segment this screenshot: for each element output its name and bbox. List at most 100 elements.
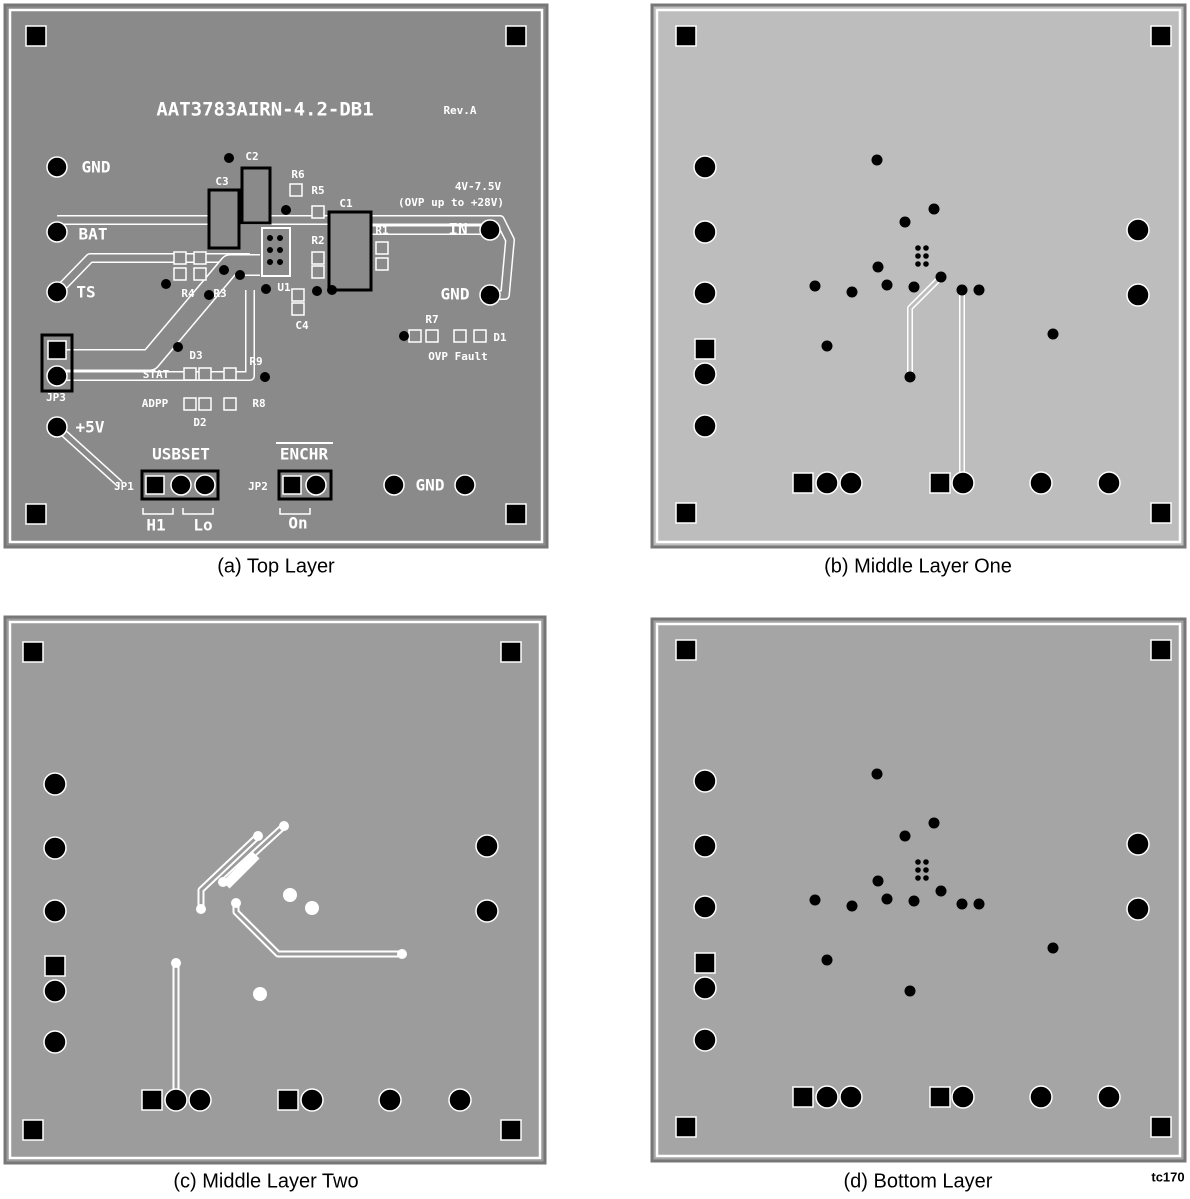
via <box>872 261 884 273</box>
pad-round <box>1126 832 1150 856</box>
via <box>923 859 929 865</box>
pad-square <box>145 475 165 495</box>
pad-square <box>694 952 716 974</box>
silk-label: R2 <box>311 234 324 247</box>
pad-round <box>475 899 499 923</box>
via <box>277 235 283 241</box>
silk-label: U1 <box>277 281 291 294</box>
via <box>253 831 263 841</box>
pad-round <box>693 895 717 919</box>
pad-square <box>1150 1116 1172 1138</box>
pad-square <box>694 338 716 360</box>
silk-label: On <box>288 514 307 533</box>
board-edge <box>655 622 1182 1158</box>
board-title: AAT3783AIRN-4.2-DB1 <box>156 99 373 121</box>
via <box>928 203 940 215</box>
smd-pad <box>173 267 187 281</box>
pad-round <box>43 1030 67 1054</box>
via <box>327 285 337 295</box>
pad-round <box>951 471 975 495</box>
pad-round <box>693 976 717 1000</box>
board-edge <box>8 8 544 544</box>
pad-round <box>46 365 68 387</box>
pad-round <box>693 220 717 244</box>
via <box>809 280 821 292</box>
pad-round <box>454 474 476 496</box>
pad-round <box>815 1085 839 1109</box>
pad-round <box>1097 1085 1121 1109</box>
via <box>923 875 929 881</box>
smd-pad <box>473 329 487 343</box>
via <box>915 867 921 873</box>
silk-label: D2 <box>193 416 206 429</box>
via <box>899 216 911 228</box>
via <box>231 898 241 908</box>
pad-round <box>46 281 68 303</box>
pad-square <box>792 472 814 494</box>
via <box>871 154 883 166</box>
pad-round <box>383 474 405 496</box>
silk-label: BAT <box>79 225 108 244</box>
caption: (c) Middle Layer Two <box>173 1170 358 1192</box>
pad-square <box>47 340 67 360</box>
via <box>277 247 283 253</box>
smd-pad <box>311 265 325 279</box>
via <box>923 245 929 251</box>
pad-round <box>1126 897 1150 921</box>
pad-round <box>951 1085 975 1109</box>
pad-round <box>43 836 67 860</box>
component <box>327 210 373 292</box>
pad-square <box>282 475 302 495</box>
via <box>846 900 858 912</box>
via <box>397 949 407 959</box>
trace <box>222 851 260 889</box>
smd-pad <box>408 329 422 343</box>
top-layer-silkscreen: AAT3783AIRN-4.2-DB1 Rev.A GND BAT TS IN … <box>46 99 507 535</box>
pad-round <box>43 979 67 1003</box>
silk-label: R9 <box>249 355 262 368</box>
silk-label: GND <box>82 158 111 177</box>
via <box>161 279 171 289</box>
smd-pad <box>183 367 197 381</box>
pad-square <box>500 1119 522 1141</box>
smd-pad <box>291 288 305 302</box>
via <box>261 284 271 294</box>
pad-round <box>194 474 216 496</box>
via <box>915 245 921 251</box>
via <box>267 247 273 253</box>
silk-label: GND <box>416 476 445 495</box>
via <box>821 954 833 966</box>
pad-round <box>46 416 68 438</box>
via <box>846 286 858 298</box>
pad-round <box>448 1088 472 1112</box>
trace-fill <box>55 425 122 486</box>
smd-pad <box>183 397 197 411</box>
via <box>260 372 270 382</box>
silk-label: H1 <box>146 516 165 535</box>
via <box>283 888 297 902</box>
pad-round <box>693 414 717 438</box>
pad-square <box>675 502 697 524</box>
pad-square <box>500 641 522 663</box>
pad-round <box>693 769 717 793</box>
via <box>915 261 921 267</box>
figure-id: tc170 <box>1151 1169 1184 1184</box>
pad-round <box>46 221 68 243</box>
pad-square <box>675 639 697 661</box>
smd-pad <box>311 251 325 265</box>
trace-fill <box>60 255 260 370</box>
caption: (b) Middle Layer One <box>824 555 1012 577</box>
via <box>171 958 181 968</box>
trace-fill <box>199 834 260 909</box>
via <box>305 901 319 915</box>
pad-square <box>277 1089 299 1111</box>
board <box>650 617 1187 1163</box>
pad-round <box>305 474 327 496</box>
trace-fill <box>60 290 254 380</box>
pad-round <box>46 156 68 178</box>
via <box>173 342 183 352</box>
silk-label: C2 <box>245 150 258 163</box>
silk-label: GND <box>441 285 470 304</box>
pad-square <box>675 25 697 47</box>
